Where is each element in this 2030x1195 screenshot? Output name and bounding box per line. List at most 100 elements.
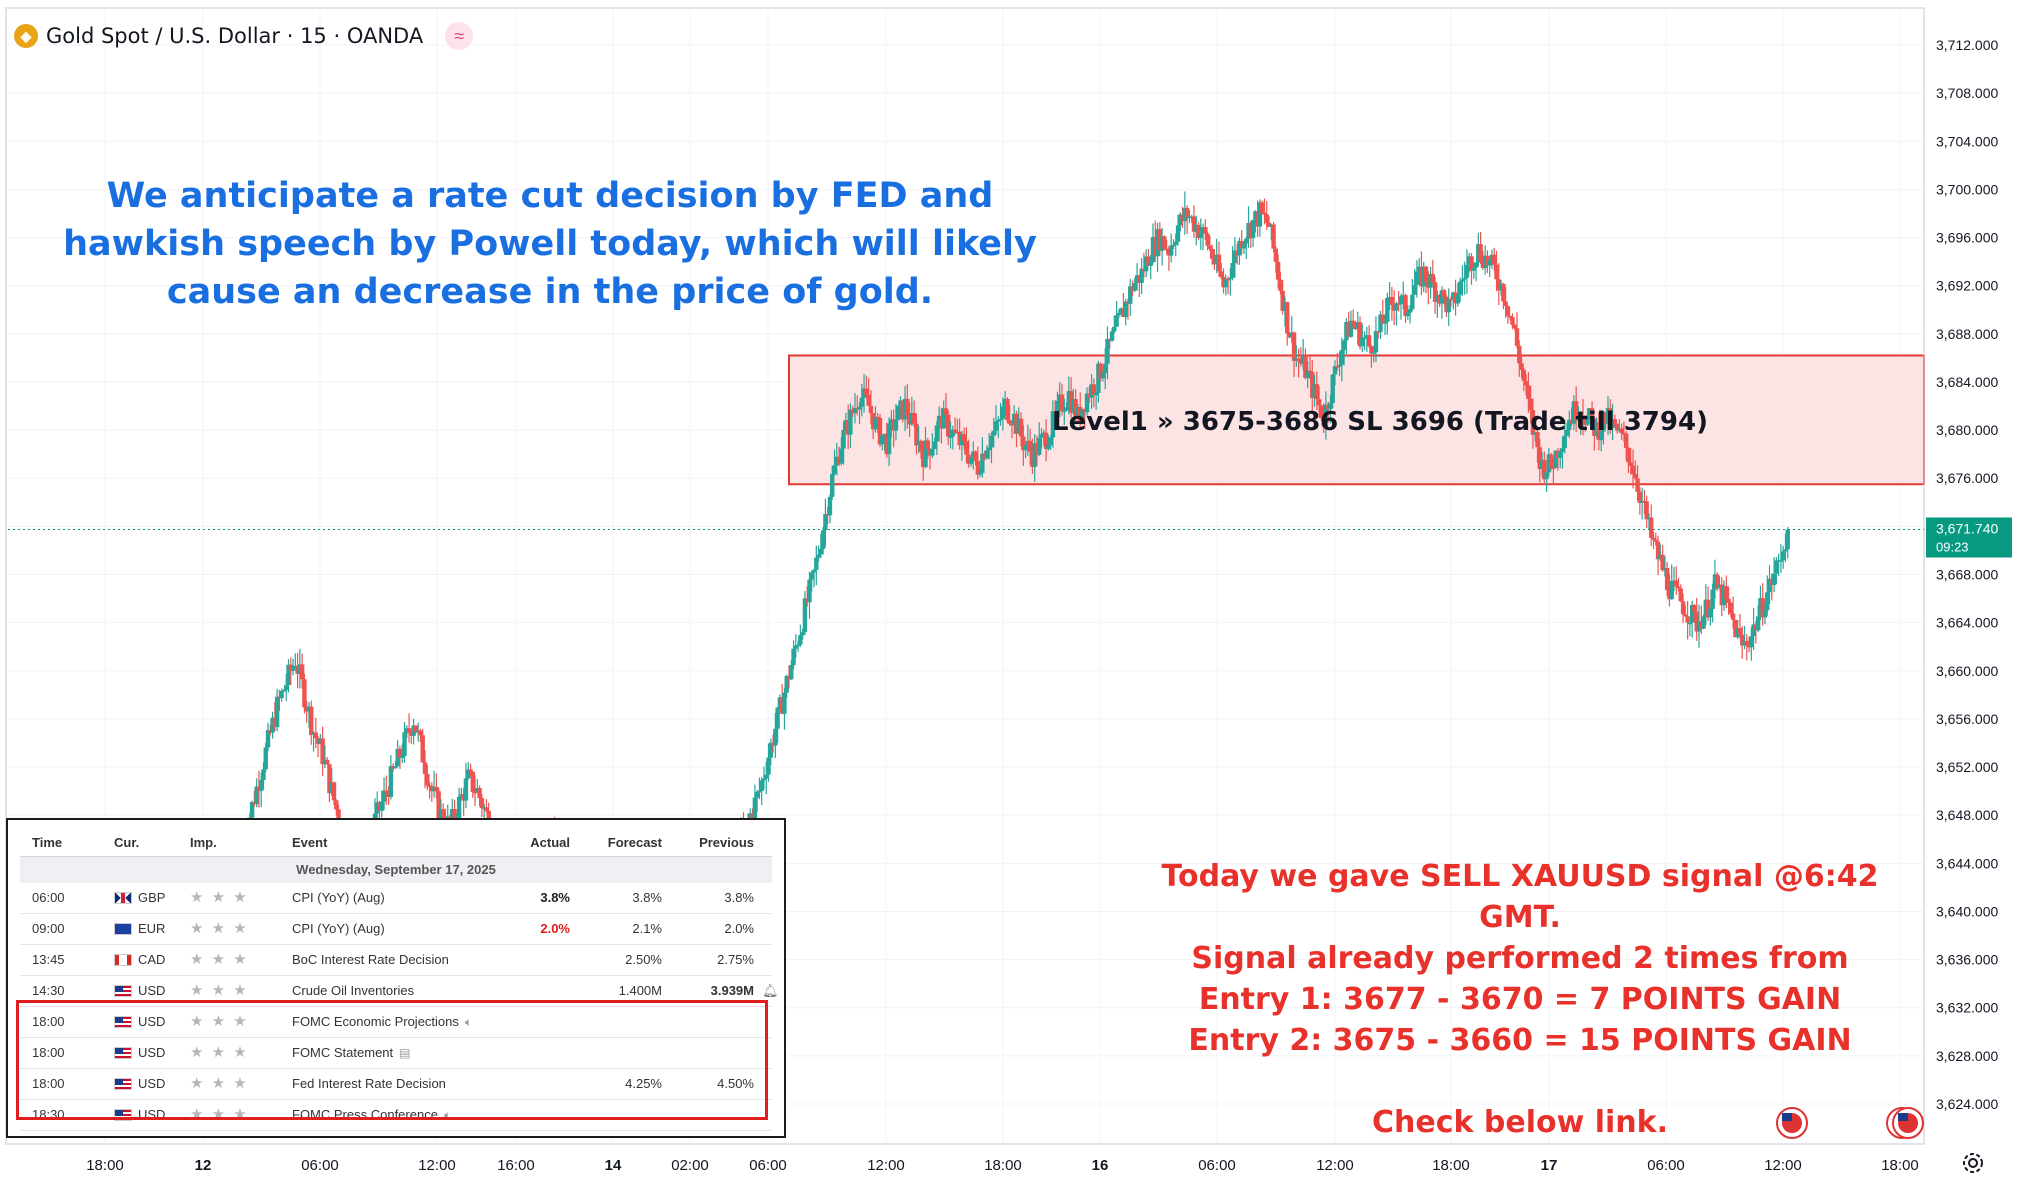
candle-body xyxy=(1048,437,1053,446)
calendar-row[interactable]: 06:00 GBP ★ ★ ★ CPI (YoY) (Aug) 3.8% 3.8% 3.8% xyxy=(20,883,772,914)
header-currency: Cur. xyxy=(114,835,140,850)
calendar-row[interactable]: 18:00 USD ★ ★ ★ Fed Interest Rate Decision 4… xyxy=(20,1069,772,1100)
candle-body xyxy=(1255,211,1260,227)
candle-body xyxy=(1580,415,1586,422)
event-forecast: 2.1% xyxy=(632,921,662,936)
candle-body xyxy=(825,513,830,516)
time-tick-label: 14 xyxy=(605,1157,622,1174)
candle-body xyxy=(302,679,307,708)
candle-body xyxy=(1366,335,1372,347)
candle-body xyxy=(420,735,425,763)
candle-body xyxy=(1376,331,1381,333)
event-currency: CAD xyxy=(114,945,165,975)
candle-body xyxy=(1114,315,1119,327)
candle-body xyxy=(1451,292,1456,300)
symbol-title[interactable]: Gold Spot / U.S. Dollar · 15 · OANDA xyxy=(46,24,424,48)
signal-message-line: Entry 2: 3675 - 3660 = 15 POINTS GAIN xyxy=(1188,1023,1852,1058)
time-tick-label: 12:00 xyxy=(1316,1157,1354,1174)
bell-icon[interactable]: 🔔︎ xyxy=(762,983,779,998)
candle-body xyxy=(1225,278,1231,281)
candle-body xyxy=(1598,431,1604,441)
candle-body xyxy=(748,813,753,820)
candle-body xyxy=(1353,324,1358,330)
candle-body xyxy=(905,398,910,417)
calendar-row[interactable]: 18:00 USD ★ ★ ★ FOMC Statement ▤ xyxy=(20,1038,772,1069)
candle-body xyxy=(914,423,919,446)
candle-body xyxy=(1710,589,1715,609)
candle-body xyxy=(427,785,432,788)
candle-body xyxy=(1548,454,1554,468)
candle-body xyxy=(1166,249,1172,256)
candle-body xyxy=(793,645,799,649)
event-name[interactable]: Fed Interest Rate Decision xyxy=(292,1069,446,1099)
candle-body xyxy=(907,416,912,425)
event-actual: 3.8% xyxy=(540,890,570,905)
candle-body xyxy=(422,762,428,774)
event-name[interactable]: Crude Oil Inventories xyxy=(292,976,414,1006)
candle-body xyxy=(1109,331,1115,341)
candle-body xyxy=(286,664,291,686)
approx-icon[interactable]: ≈ xyxy=(445,22,474,50)
candle-body xyxy=(268,730,273,733)
candle-body xyxy=(916,440,921,446)
candle-body xyxy=(820,530,826,549)
candle-body xyxy=(1287,333,1292,338)
candle-body xyxy=(1000,406,1006,419)
candle-body xyxy=(1121,308,1126,318)
price-tick-label: 3,640.000 xyxy=(1936,903,1998,919)
calendar-row[interactable]: 09:00 EUR ★ ★ ★ CPI (YoY) (Aug) 2.0% 2.1% 2.0% xyxy=(20,914,772,945)
candle-body xyxy=(475,788,480,793)
candle-body xyxy=(891,419,896,431)
candle-body xyxy=(1310,372,1315,399)
candle-body xyxy=(1542,459,1547,480)
candle-body xyxy=(1241,243,1247,249)
candle-body xyxy=(1758,598,1763,617)
candle-body xyxy=(1018,418,1024,437)
calendar-row[interactable]: 18:30 USD ★ ★ ★ FOMC Press Conference 🔈︎ xyxy=(20,1100,772,1131)
candle-body xyxy=(415,730,421,733)
calendar-row[interactable]: 14:30 USD ★ ★ ★ Crude Oil Inventories 1.400M… xyxy=(20,976,779,1007)
candle-body xyxy=(1482,255,1488,268)
candle-body xyxy=(1705,599,1711,618)
settings-gear-icon[interactable] xyxy=(1960,1150,1986,1176)
event-previous: 3.8% xyxy=(724,890,754,905)
event-name[interactable]: CPI (YoY) (Aug) xyxy=(292,883,385,913)
candle-body xyxy=(1523,381,1529,386)
candle-body xyxy=(254,786,259,805)
candle-body xyxy=(295,665,300,674)
candle-body xyxy=(1546,454,1552,473)
candle-body xyxy=(1112,326,1117,332)
price-axis[interactable]: 3,712.000 3,708.000 3,704.000 3,700.000 3,69… xyxy=(1923,8,1998,1144)
currency-code: USD xyxy=(138,983,166,998)
candle-body xyxy=(880,435,885,445)
calendar-header-row: Time Cur. Imp. Event Actual Forecast Pre… xyxy=(20,830,772,857)
candle-body xyxy=(1653,539,1658,542)
candle-body xyxy=(1771,573,1777,586)
candle-body xyxy=(1416,266,1422,272)
candle-body xyxy=(927,449,933,456)
event-name[interactable]: FOMC Economic Projections 🔈︎ xyxy=(292,1007,472,1037)
candle-body xyxy=(1091,384,1097,396)
economic-calendar: Time Cur. Imp. Event Actual Forecast Pre… xyxy=(6,818,786,1138)
candle-body xyxy=(752,797,758,819)
currency-code: USD xyxy=(138,1076,166,1091)
candle-body xyxy=(1494,264,1499,280)
candle-body xyxy=(299,664,305,680)
candle-body xyxy=(1733,619,1738,638)
event-name[interactable]: FOMC Press Conference 🔈︎ xyxy=(292,1100,451,1130)
calendar-table: Time Cur. Imp. Event Actual Forecast Pre… xyxy=(20,830,779,1131)
event-name[interactable]: CPI (YoY) (Aug) xyxy=(292,914,385,944)
time-tick-label: 12 xyxy=(195,1157,212,1174)
candle-body xyxy=(1078,407,1083,422)
candle-body xyxy=(1749,636,1754,648)
candle-body xyxy=(850,409,855,414)
event-name[interactable]: FOMC Statement ▤ xyxy=(292,1038,410,1068)
us-flag-event-icon[interactable] xyxy=(1776,1107,1924,1139)
event-name[interactable]: BoC Interest Rate Decision xyxy=(292,945,449,975)
calendar-row[interactable]: 13:45 CAD ★ ★ ★ BoC Interest Rate Decision 2… xyxy=(20,945,772,976)
candle-body xyxy=(1271,224,1276,249)
candle-body xyxy=(855,407,860,410)
time-axis[interactable]: 18:00 12 06:00 12:00 16:00 14 02:00 06:00 12:00 1… xyxy=(8,1143,1924,1174)
calendar-row[interactable]: 18:00 USD ★ ★ ★ FOMC Economic Projections 🔈︎ xyxy=(20,1007,772,1038)
candle-body xyxy=(1116,312,1122,316)
